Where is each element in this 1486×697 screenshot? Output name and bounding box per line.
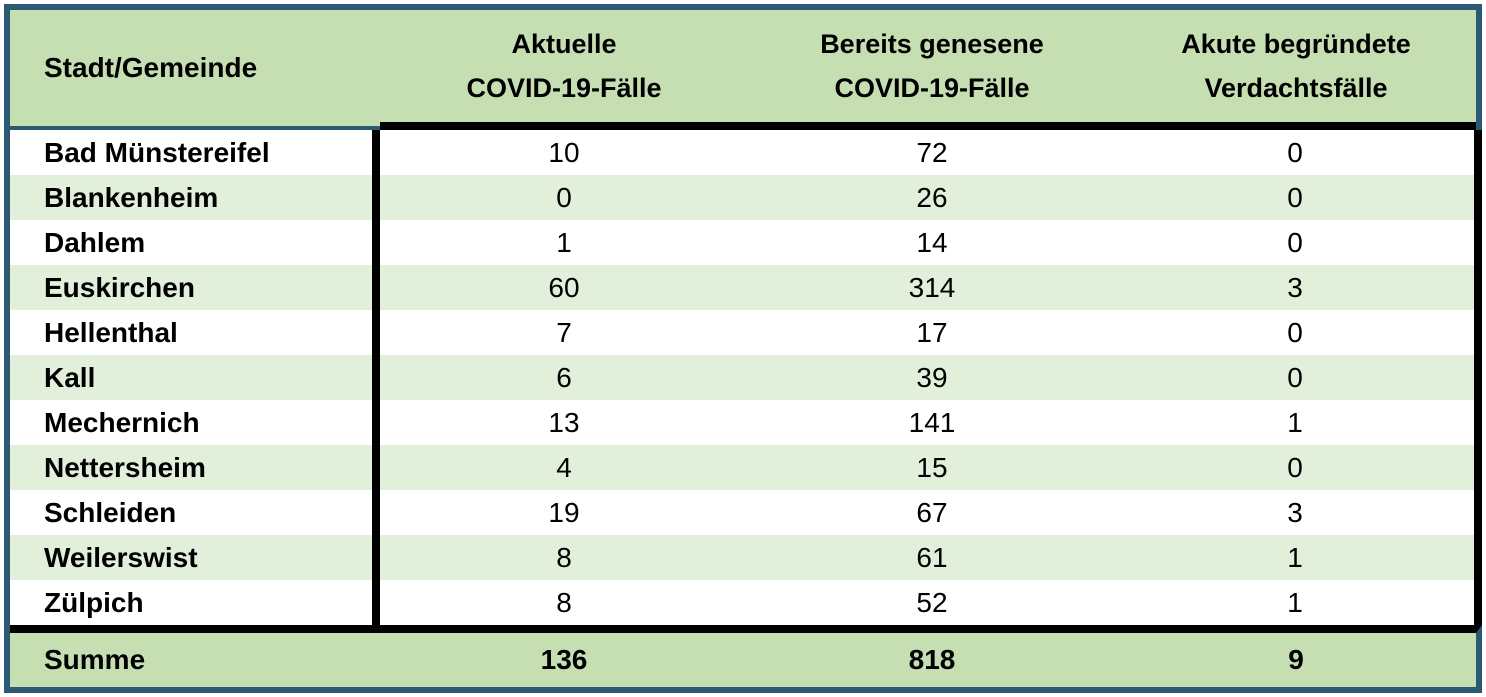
recovered-cases-cell: 61	[916, 541, 948, 573]
table-row: Blankenheim 0 26 0	[10, 175, 1474, 220]
table-body: Bad Münstereifel 10 72 0 Blankenheim 0 2…	[10, 130, 1482, 625]
recovered-cases-cell: 52	[916, 586, 948, 618]
recovered-cases-cell: 17	[916, 316, 948, 348]
suspected-cases-cell: 0	[1287, 226, 1303, 258]
current-cases-cell: 1	[556, 226, 572, 258]
city-name-cell: Hellenthal	[10, 310, 380, 355]
current-cases-cell: 0	[556, 181, 572, 213]
suspected-cases-cell: 3	[1287, 271, 1303, 303]
recovered-cases-cell: 67	[916, 496, 948, 528]
recovered-cases-cell: 14	[916, 226, 948, 258]
recovered-cases-cell: 15	[916, 451, 948, 483]
city-name-cell: Dahlem	[10, 220, 380, 265]
current-cases-cell: 10	[548, 136, 580, 168]
header-line: COVID-19-Fälle	[834, 73, 1030, 103]
recovered-cases-cell: 314	[908, 271, 956, 303]
table-row: Hellenthal 7 17 0	[10, 310, 1474, 355]
current-cases-cell: 4	[556, 451, 572, 483]
recovered-cases-cell: 72	[916, 136, 948, 168]
header-line: COVID-19-Fälle	[466, 73, 662, 103]
city-name-cell: Schleiden	[10, 490, 380, 535]
total-recovered-cases-cell: 818	[908, 644, 956, 675]
city-name-cell: Kall	[10, 355, 380, 400]
suspected-cases-cell: 1	[1287, 406, 1303, 438]
header-line: Bereits genesene	[820, 29, 1044, 59]
table-row: Dahlem 1 14 0	[10, 220, 1474, 265]
table-row: Mechernich 13 141 1	[10, 400, 1474, 445]
city-name-cell: Euskirchen	[10, 265, 380, 310]
table-row: Schleiden 19 67 3	[10, 490, 1474, 535]
header-line: Akute begründete	[1181, 29, 1411, 59]
city-name-cell: Nettersheim	[10, 445, 380, 490]
total-suspected-cases-cell: 9	[1288, 644, 1304, 675]
current-cases-cell: 60	[548, 271, 580, 303]
table-total-row: Summe 136 818 9	[10, 625, 1482, 687]
suspected-cases-cell: 0	[1287, 451, 1303, 483]
header-line: Aktuelle	[511, 29, 617, 59]
table-row: Weilerswist 8 61 1	[10, 535, 1474, 580]
suspected-cases-cell: 0	[1287, 361, 1303, 393]
column-header-verdachtsfaelle: Akute begründete Verdachtsfälle	[1116, 10, 1476, 130]
recovered-cases-cell: 39	[916, 361, 948, 393]
current-cases-cell: 8	[556, 586, 572, 618]
recovered-cases-cell: 26	[916, 181, 948, 213]
current-cases-cell: 7	[556, 316, 572, 348]
column-header-genesene-faelle: Bereits genesene COVID-19-Fälle	[748, 10, 1116, 130]
city-name-cell: Bad Münstereifel	[10, 130, 380, 175]
table-row: Nettersheim 4 15 0	[10, 445, 1474, 490]
table-row: Zülpich 8 52 1	[10, 580, 1474, 625]
city-name-cell: Weilerswist	[10, 535, 380, 580]
city-name-cell: Blankenheim	[10, 175, 380, 220]
current-cases-cell: 13	[548, 406, 580, 438]
suspected-cases-cell: 3	[1287, 496, 1303, 528]
current-cases-cell: 6	[556, 361, 572, 393]
current-cases-cell: 19	[548, 496, 580, 528]
suspected-cases-cell: 0	[1287, 316, 1303, 348]
header-line: Verdachtsfälle	[1204, 73, 1388, 103]
total-current-cases-cell: 136	[540, 644, 588, 675]
table-row: Kall 6 39 0	[10, 355, 1474, 400]
current-cases-cell: 8	[556, 541, 572, 573]
recovered-cases-cell: 141	[908, 406, 956, 438]
suspected-cases-cell: 0	[1287, 136, 1303, 168]
table-row: Bad Münstereifel 10 72 0	[10, 130, 1474, 175]
suspected-cases-cell: 0	[1287, 181, 1303, 213]
city-name-cell: Zülpich	[10, 580, 380, 625]
table-row: Euskirchen 60 314 3	[10, 265, 1474, 310]
covid-cases-table: Stadt/Gemeinde Aktuelle COVID-19-Fälle B…	[4, 4, 1482, 693]
suspected-cases-cell: 1	[1287, 586, 1303, 618]
table-header-row: Stadt/Gemeinde Aktuelle COVID-19-Fälle B…	[10, 10, 1482, 130]
total-label-cell: Summe	[44, 644, 146, 675]
column-header-aktuelle-faelle: Aktuelle COVID-19-Fälle	[380, 10, 748, 130]
column-header-stadt-gemeinde: Stadt/Gemeinde	[10, 10, 380, 130]
suspected-cases-cell: 1	[1287, 541, 1303, 573]
city-name-cell: Mechernich	[10, 400, 380, 445]
